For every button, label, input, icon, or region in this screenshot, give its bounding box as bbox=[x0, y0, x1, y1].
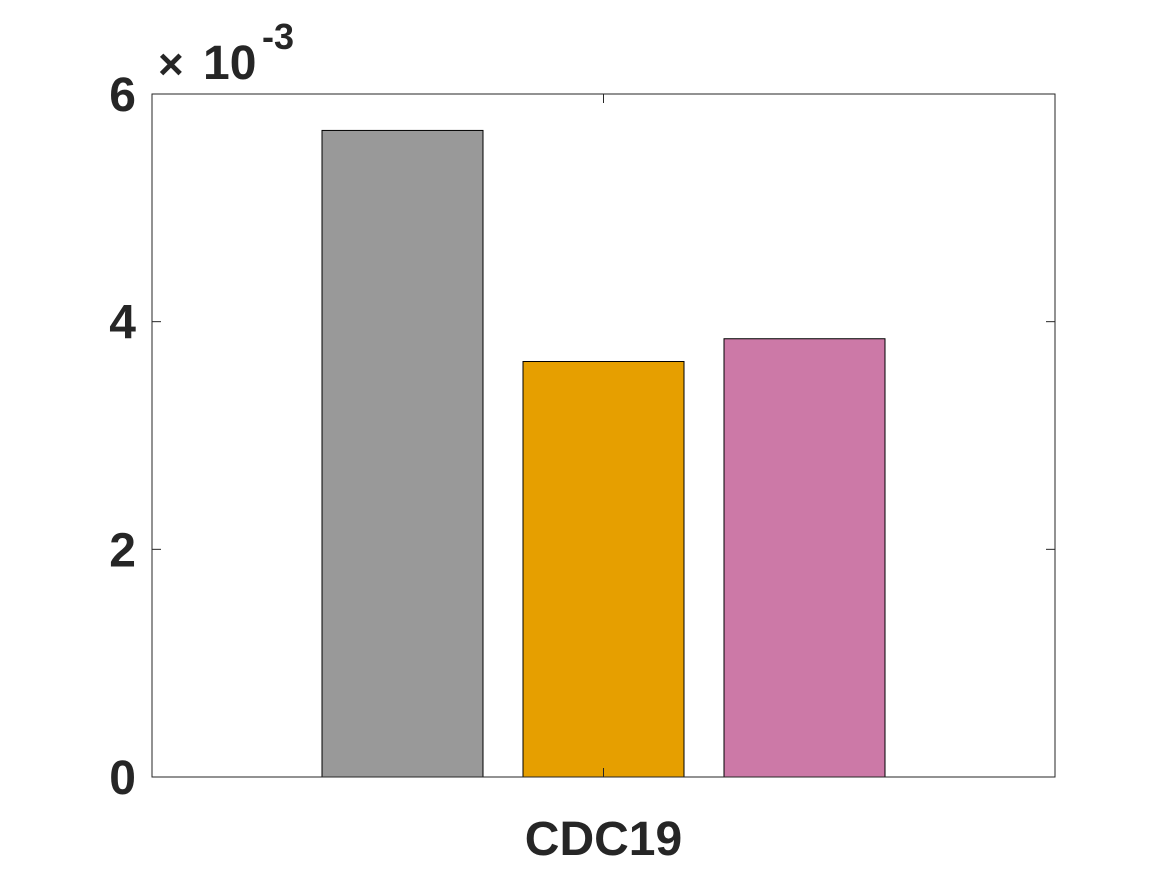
y-tick-label: 2 bbox=[109, 524, 136, 577]
y-exponent-label: × 10 -3 bbox=[158, 16, 294, 90]
labels-group: 0 2 4 6 CDC19 bbox=[109, 69, 682, 866]
y-tick-label: 6 bbox=[109, 69, 136, 122]
x-category-label: CDC19 bbox=[525, 813, 682, 866]
y-exponent-base: 10 bbox=[203, 37, 256, 90]
ticks-group bbox=[152, 93, 1055, 778]
y-tick-label: 0 bbox=[109, 752, 136, 805]
bar-series-1 bbox=[321, 129, 484, 778]
y-exponent-times: × bbox=[158, 40, 184, 89]
bar-series-3 bbox=[723, 338, 886, 778]
y-tick-label: 4 bbox=[109, 297, 136, 350]
bar-series-2 bbox=[522, 361, 685, 778]
y-exponent-power: -3 bbox=[262, 16, 294, 57]
bars-group bbox=[321, 129, 886, 778]
